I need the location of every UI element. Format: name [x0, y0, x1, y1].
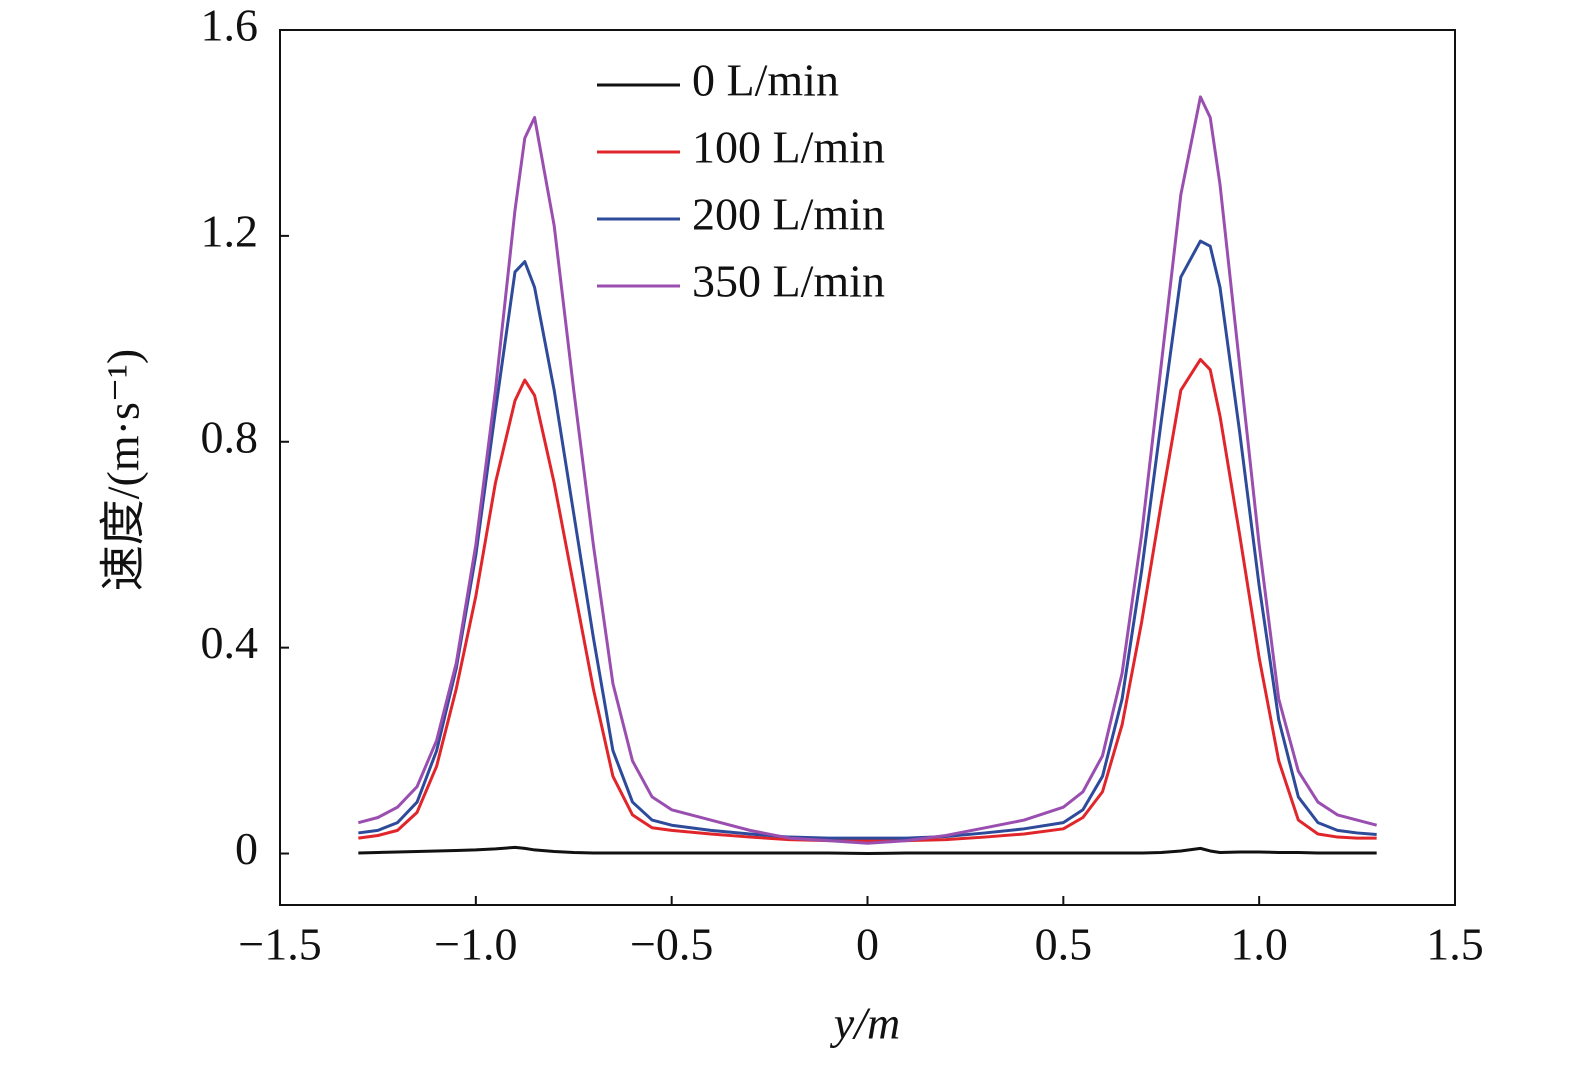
- data-line: [357, 95, 1378, 845]
- x-tick-label: 0.5: [1035, 919, 1093, 970]
- y-tick-label: 0: [235, 823, 258, 874]
- x-tick-label: −1.5: [238, 919, 321, 970]
- data-line: [358, 357, 1377, 843]
- data-line: [358, 239, 1377, 840]
- x-tick-label: −0.5: [630, 919, 713, 970]
- x-tick-label: 0: [856, 919, 879, 970]
- legend-label: 350 L/min: [692, 256, 885, 307]
- y-tick-label: 1.6: [201, 0, 259, 51]
- y-tick-label: 0.8: [201, 411, 259, 462]
- x-tick-label: 1.5: [1426, 919, 1484, 970]
- y-axis-label: 速度/(m·s⁻¹): [98, 349, 149, 592]
- x-tick-label: −1.0: [434, 919, 517, 970]
- legend-label: 200 L/min: [692, 189, 885, 240]
- data-line: [358, 845, 1377, 856]
- x-axis-label: y/m: [830, 998, 900, 1049]
- legend-label: 0 L/min: [692, 55, 839, 106]
- y-tick-label: 0.4: [201, 617, 259, 668]
- y-tick-label: 1.2: [201, 205, 259, 256]
- legend-label: 100 L/min: [692, 122, 885, 173]
- x-tick-label: 1.0: [1230, 919, 1288, 970]
